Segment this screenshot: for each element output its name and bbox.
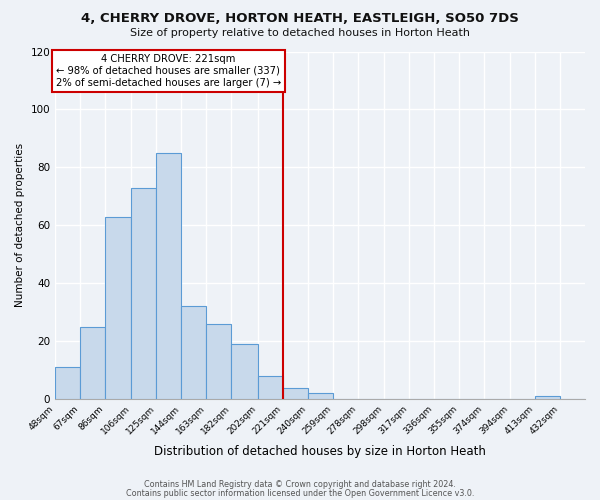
Text: Size of property relative to detached houses in Horton Heath: Size of property relative to detached ho… <box>130 28 470 38</box>
Bar <box>206 324 232 399</box>
Bar <box>55 368 80 399</box>
Y-axis label: Number of detached properties: Number of detached properties <box>15 144 25 308</box>
Text: 4, CHERRY DROVE, HORTON HEATH, EASTLEIGH, SO50 7DS: 4, CHERRY DROVE, HORTON HEATH, EASTLEIGH… <box>81 12 519 26</box>
Bar <box>181 306 206 399</box>
Text: Contains public sector information licensed under the Open Government Licence v3: Contains public sector information licen… <box>126 488 474 498</box>
Bar <box>283 388 308 399</box>
X-axis label: Distribution of detached houses by size in Horton Heath: Distribution of detached houses by size … <box>154 444 486 458</box>
Bar <box>232 344 257 399</box>
Text: 4 CHERRY DROVE: 221sqm
← 98% of detached houses are smaller (337)
2% of semi-det: 4 CHERRY DROVE: 221sqm ← 98% of detached… <box>56 54 281 88</box>
Bar <box>308 394 332 399</box>
Bar <box>157 153 181 399</box>
Text: Contains HM Land Registry data © Crown copyright and database right 2024.: Contains HM Land Registry data © Crown c… <box>144 480 456 489</box>
Bar <box>257 376 283 399</box>
Bar <box>131 188 157 399</box>
Bar <box>80 327 105 399</box>
Bar <box>535 396 560 399</box>
Bar <box>105 216 131 399</box>
